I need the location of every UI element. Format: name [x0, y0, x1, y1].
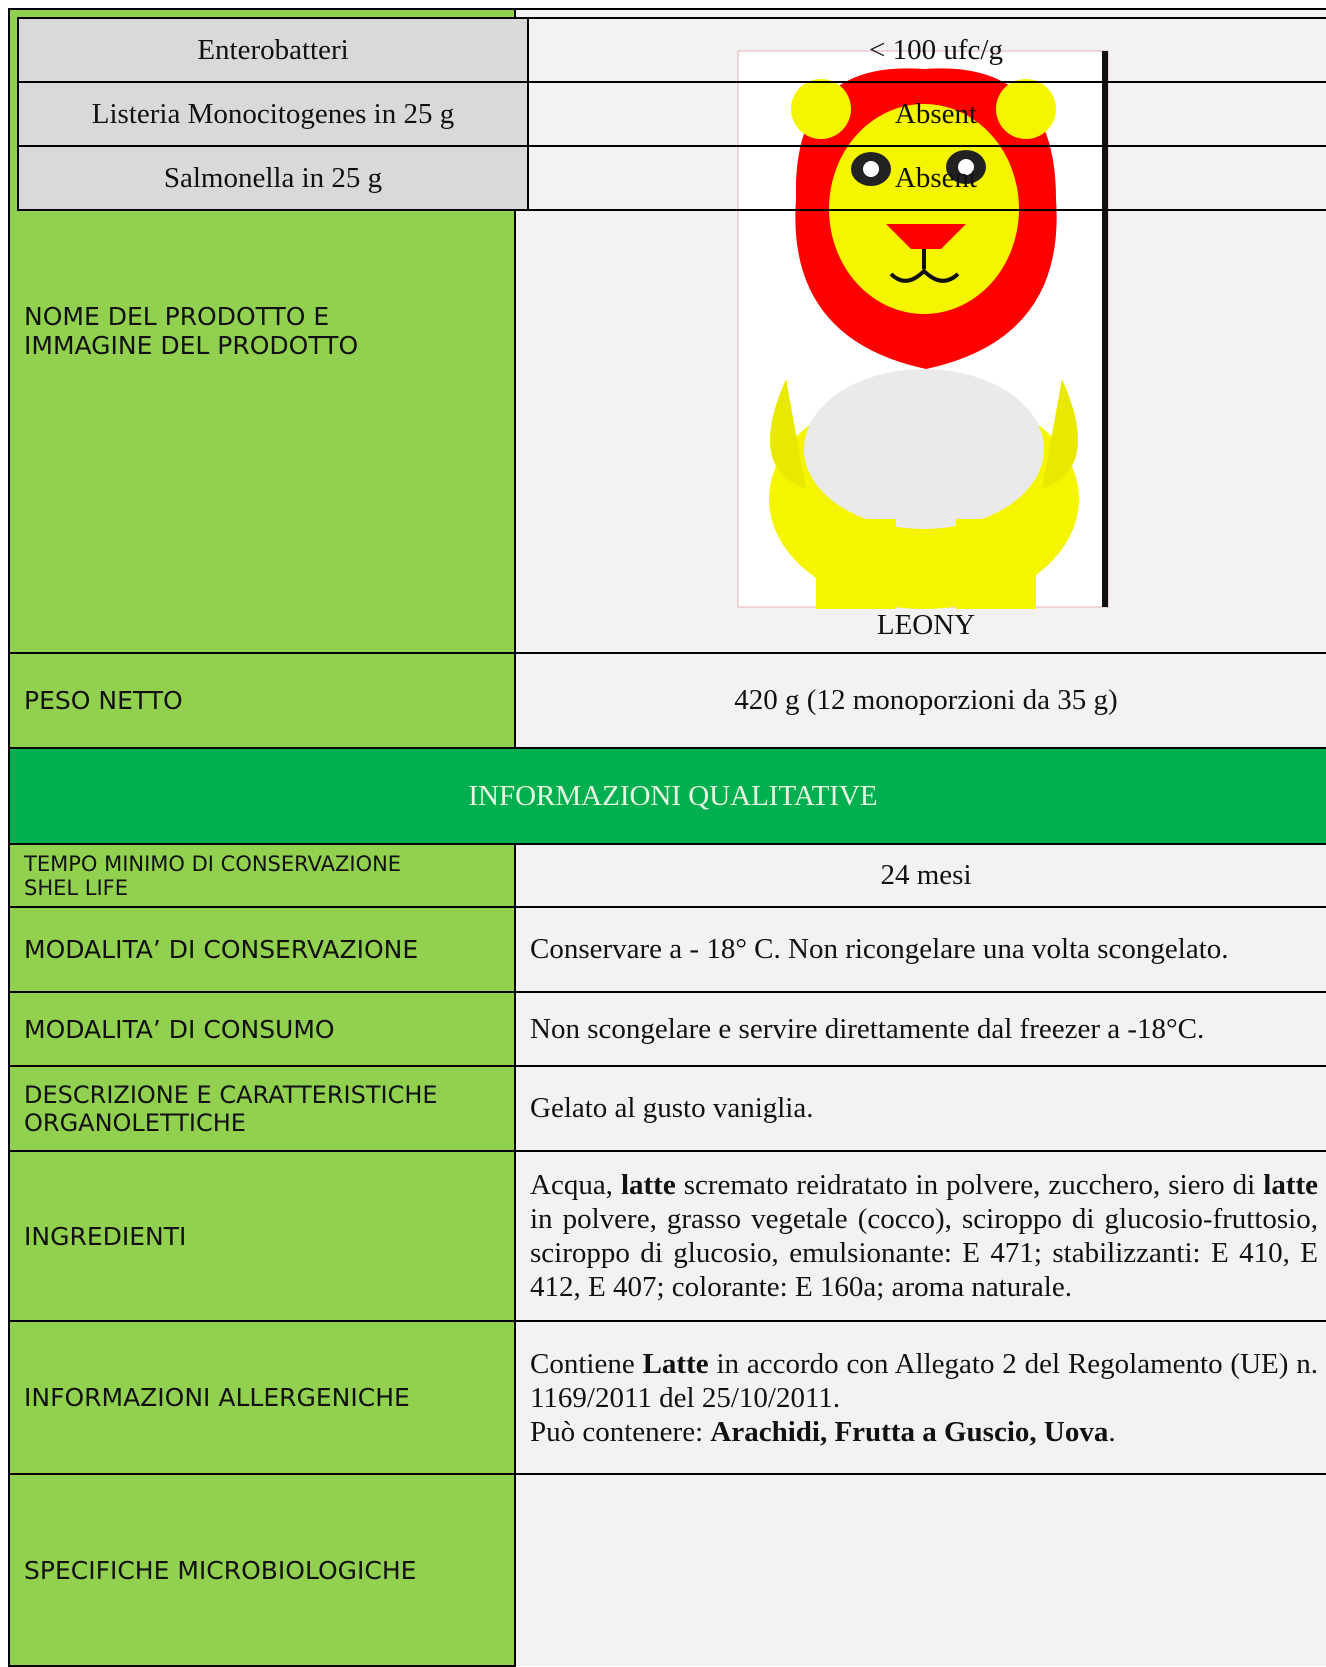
paragraph: Contiene Latte in accordo con Allegato 2… — [530, 1347, 1318, 1415]
text: Acqua, — [530, 1169, 621, 1201]
label: SPECIFICHE MICROBIOLOGICHE — [8, 1473, 516, 1667]
text: scremato reidratato in polvere, zucchero… — [675, 1169, 1264, 1201]
text: in accordo con Allegato 2 del Regolament… — [530, 1347, 1318, 1414]
label: MODALITA’ DI CONSERVAZIONE — [8, 906, 516, 993]
value: Acqua, latte scremato reidratato in polv… — [514, 1150, 1326, 1322]
bold-text: Latte — [642, 1347, 709, 1380]
specs-table: Enterobatteri < 100 ufc/g Listeria Monoci… — [17, 17, 1326, 211]
label: DESCRIZIONE E CARATTERISTICHE ORGANOLETTI… — [8, 1065, 516, 1152]
specs-cell: Enterobatteri < 100 ufc/g Listeria Monoci… — [17, 17, 1326, 1666]
value: 420 g (12 monoporzioni da 35 g) — [514, 652, 1326, 749]
value: Non scongelare e servire direttamente da… — [514, 991, 1326, 1067]
label-line: TEMPO MINIMO DI CONSERVAZIONE — [24, 851, 402, 876]
spec-name: Salmonella in 25 g — [17, 145, 529, 211]
paragraph: Può contenere: Arachidi, Frutta a Guscio… — [530, 1415, 1318, 1449]
spec-name: Enterobatteri — [17, 17, 529, 83]
text: in polvere, grasso vegetale (cocco), sci… — [530, 1203, 1318, 1303]
text: Contiene — [530, 1347, 643, 1380]
spec-name: Listeria Monocitogenes in 25 g — [17, 81, 529, 147]
value: Conservare a - 18° C. Non ricongelare un… — [514, 906, 1326, 993]
section-header: INFORMAZIONI QUALITATIVE — [8, 747, 1326, 845]
bold-text: latte — [620, 1169, 676, 1201]
spec-value: Absent — [527, 145, 1326, 211]
text: Può contenere: — [530, 1415, 711, 1448]
label: INGREDIENTI — [8, 1150, 516, 1322]
spec-value: < 100 ufc/g — [527, 17, 1326, 83]
label: TEMPO MINIMO DI CONSERVAZIONE SHEL LIFE — [8, 843, 516, 908]
value: Gelato al gusto vaniglia. — [514, 1065, 1326, 1152]
spec-value: Absent — [527, 81, 1326, 147]
label: MODALITA’ DI CONSUMO — [8, 991, 516, 1067]
spec-table: NOME DEL PRODOTTO E IMMAGINE DEL PRODOTT… — [8, 8, 1326, 1667]
label-line: DESCRIZIONE E CARATTERISTICHE — [24, 1080, 438, 1109]
label-line: SHEL LIFE — [24, 875, 129, 900]
bold-text: latte — [1263, 1169, 1319, 1201]
label: INFORMAZIONI ALLERGENICHE — [8, 1320, 516, 1475]
value: 24 mesi — [514, 843, 1326, 908]
label: PESO NETTO — [8, 652, 516, 749]
label-line: ORGANOLETTICHE — [24, 1108, 246, 1137]
text: . — [1108, 1415, 1116, 1448]
bold-text: Arachidi, Frutta a Guscio, Uova — [710, 1415, 1109, 1448]
value: Contiene Latte in accordo con Allegato 2… — [514, 1320, 1326, 1475]
product-name: LEONY — [876, 609, 976, 641]
